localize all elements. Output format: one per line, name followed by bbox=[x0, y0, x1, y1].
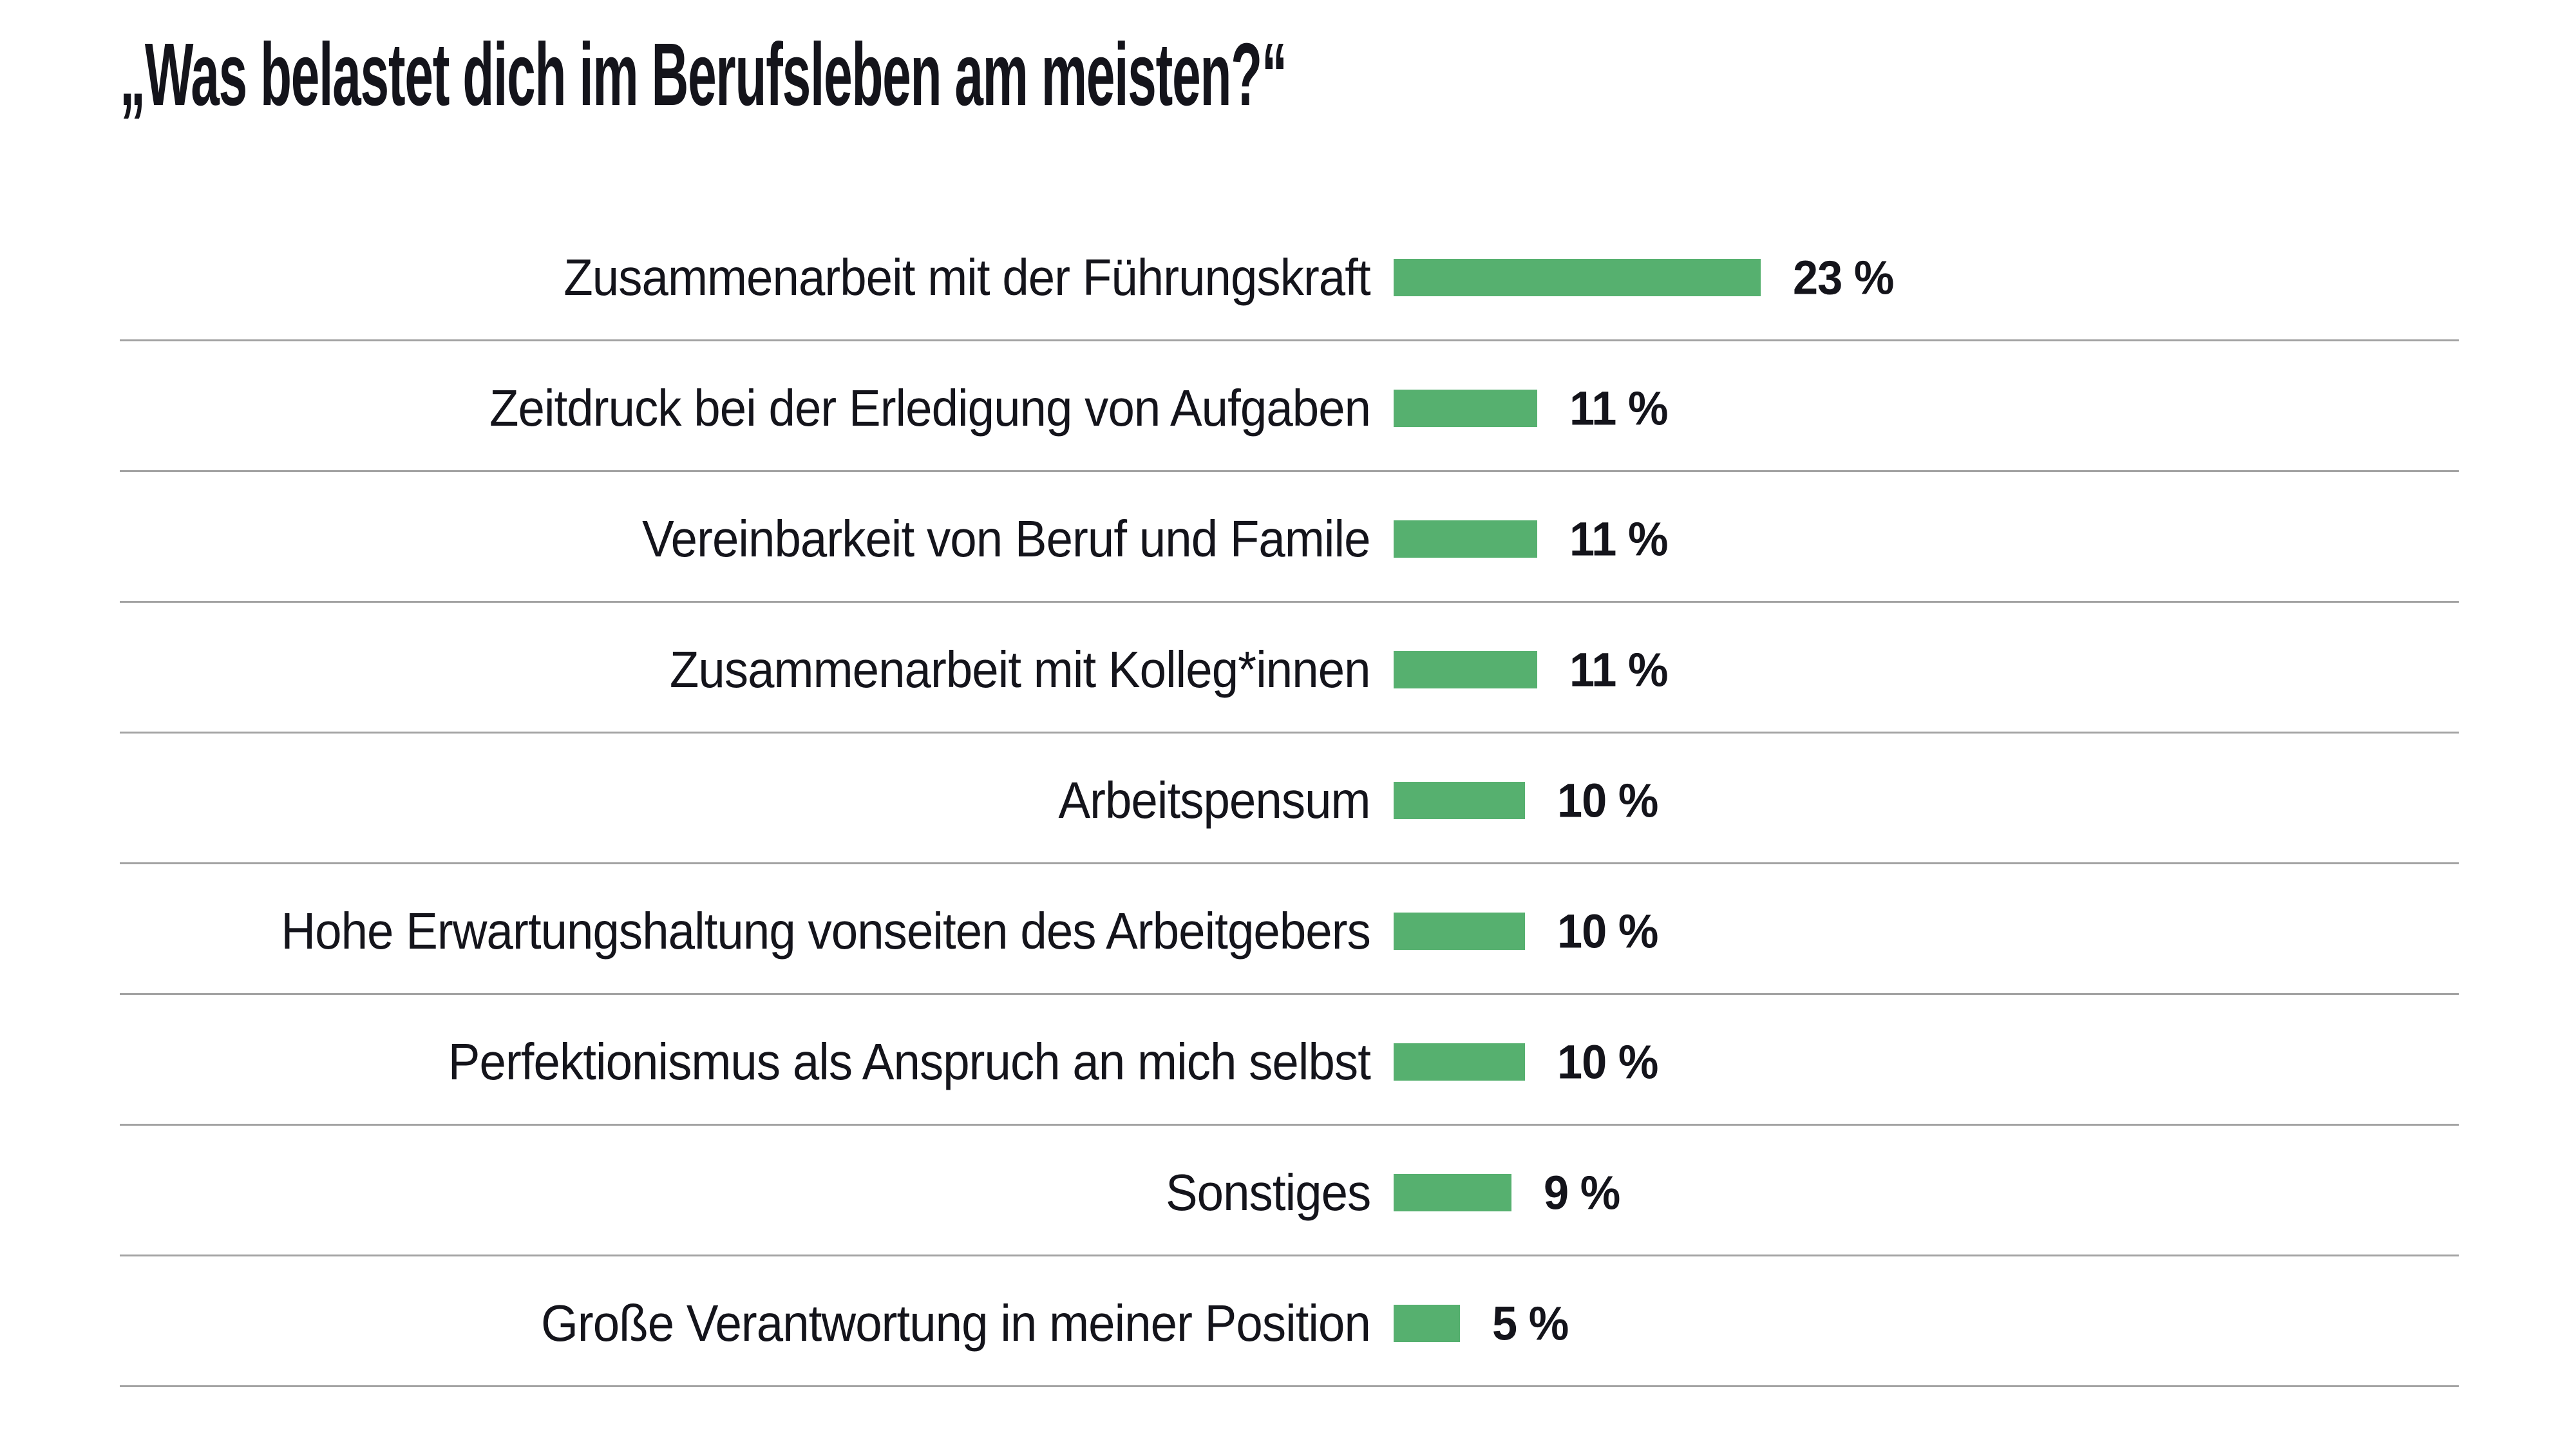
value-label-text: 11 % bbox=[1569, 643, 1669, 697]
chart-row: Arbeitspensum 10 % bbox=[120, 734, 2459, 864]
value-label-text: 5 % bbox=[1492, 1296, 1569, 1350]
value-label-text: 10 % bbox=[1557, 773, 1658, 828]
value-bar bbox=[1394, 1305, 1460, 1342]
value-label: 9 % bbox=[1544, 1166, 1624, 1220]
category-label: Arbeitspensum bbox=[120, 771, 1371, 830]
value-label-text: 11 % bbox=[1569, 512, 1669, 566]
value-label: 11 % bbox=[1569, 643, 1673, 697]
category-label: Hohe Erwartungshaltung vonseiten des Arb… bbox=[120, 902, 1370, 961]
category-label: Zusammenarbeit mit der Führungskraft bbox=[120, 248, 1371, 307]
category-label-text: Vereinbarkeit von Beruf und Famile bbox=[642, 510, 1371, 567]
category-label: Sonstiges bbox=[120, 1163, 1371, 1222]
value-bar bbox=[1394, 259, 1761, 296]
value-label-text: 23 % bbox=[1793, 251, 1894, 305]
value-label-text: 10 % bbox=[1557, 1035, 1658, 1089]
chart-row: Zusammenarbeit mit der Führungskraft 23 % bbox=[120, 211, 2459, 341]
value-label-text: 9 % bbox=[1544, 1166, 1620, 1220]
category-label: Zusammenarbeit mit Kolleg*innen bbox=[120, 640, 1371, 699]
value-label: 10 % bbox=[1557, 1035, 1663, 1090]
category-label-text: Große Verantwortung in meiner Position bbox=[541, 1294, 1371, 1352]
category-label: Vereinbarkeit von Beruf und Famile bbox=[120, 509, 1371, 569]
value-bar bbox=[1394, 1174, 1511, 1211]
value-bar bbox=[1394, 520, 1537, 558]
value-label: 5 % bbox=[1492, 1296, 1573, 1351]
category-label-text: Zusammenarbeit mit der Führungskraft bbox=[564, 249, 1371, 306]
chart-row: Vereinbarkeit von Beruf und Famile 11 % bbox=[120, 472, 2459, 603]
value-bar bbox=[1394, 651, 1537, 688]
category-label: Zeitdruck bei der Erledigung von Aufgabe… bbox=[120, 379, 1371, 438]
bar-chart: Zusammenarbeit mit der Führungskraft 23 %… bbox=[120, 211, 2459, 1387]
category-label-text: Hohe Erwartungshaltung vonseiten des Arb… bbox=[281, 902, 1370, 960]
value-bar bbox=[1394, 913, 1525, 950]
chart-title-text: „Was belastet dich im Berufsleben am mei… bbox=[120, 25, 1287, 124]
value-bar bbox=[1394, 390, 1537, 427]
value-label-text: 11 % bbox=[1569, 381, 1669, 435]
chart-row: Große Verantwortung in meiner Position 5 … bbox=[120, 1256, 2459, 1387]
category-label-text: Arbeitspensum bbox=[1058, 772, 1371, 829]
category-label-text: Perfektionismus als Anspruch an mich sel… bbox=[448, 1033, 1371, 1090]
category-label-text: Zeitdruck bei der Erledigung von Aufgabe… bbox=[489, 379, 1371, 437]
category-label-text: Sonstiges bbox=[1165, 1164, 1371, 1221]
chart-title: „Was belastet dich im Berufsleben am mei… bbox=[120, 22, 2132, 129]
category-label: Perfektionismus als Anspruch an mich sel… bbox=[120, 1032, 1371, 1092]
value-bar bbox=[1394, 782, 1525, 819]
value-label: 10 % bbox=[1557, 773, 1663, 828]
value-label-text: 10 % bbox=[1557, 904, 1658, 958]
value-bar bbox=[1394, 1043, 1525, 1081]
chart-row: Zeitdruck bei der Erledigung von Aufgabe… bbox=[120, 341, 2459, 472]
value-label: 23 % bbox=[1793, 251, 1899, 305]
chart-row: Hohe Erwartungshaltung vonseiten des Arb… bbox=[120, 864, 2459, 995]
chart-row: Sonstiges 9 % bbox=[120, 1126, 2459, 1256]
category-label: Große Verantwortung in meiner Position bbox=[120, 1294, 1371, 1353]
value-label: 10 % bbox=[1557, 904, 1663, 959]
value-label: 11 % bbox=[1569, 512, 1673, 567]
chart-row: Zusammenarbeit mit Kolleg*innen 11 % bbox=[120, 603, 2459, 734]
category-label-text: Zusammenarbeit mit Kolleg*innen bbox=[670, 641, 1371, 698]
value-label: 11 % bbox=[1569, 381, 1673, 436]
chart-row: Perfektionismus als Anspruch an mich sel… bbox=[120, 995, 2459, 1126]
